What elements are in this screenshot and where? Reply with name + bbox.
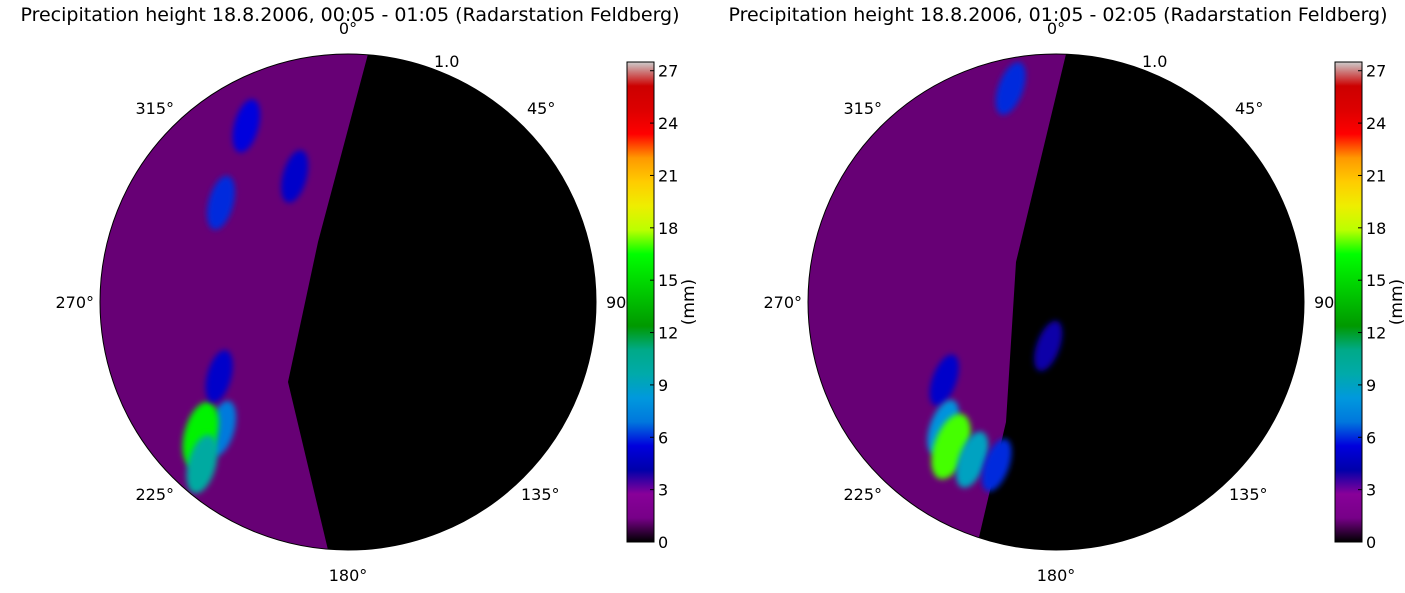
radial-tick-label: 1.0: [434, 52, 459, 71]
rain-cell: [929, 354, 959, 406]
colorbar: [626, 61, 655, 543]
colorbar-label: (mm): [679, 279, 699, 325]
colorbar-tick-label: 3: [1366, 481, 1376, 500]
angle-tick-label: 180°: [329, 566, 368, 585]
polar-chart: 0° 45° 90 135° 180° 225° 270° 315° 1.0 0 3 6 9 12 15 18…: [55, 19, 699, 585]
colorbar-label: (mm): [1387, 279, 1405, 325]
colorbar-tick-label: 18: [1366, 219, 1386, 238]
colorbar-tick-label: 3: [658, 481, 668, 500]
colorbar-tick-label: 18: [658, 219, 678, 238]
angle-tick-label: 315°: [135, 99, 174, 118]
polar-frame: [99, 53, 597, 551]
radar-field: [808, 54, 1304, 550]
angle-tick-label: 135°: [521, 485, 560, 504]
colorbar-tick-label: 21: [1366, 166, 1386, 185]
rain-cell: [981, 438, 1012, 492]
colorbar-tick-label: 6: [658, 428, 668, 447]
angle-tick-label: 315°: [843, 99, 882, 118]
colorbar-tick-label: 0: [1366, 533, 1376, 552]
chart-title: Precipitation height 18.8.2006, 00:05 - …: [20, 4, 680, 26]
colorbar-tick-label: 0: [658, 533, 668, 552]
radar-field: [100, 54, 596, 550]
colorbar-tick-label: 15: [658, 271, 678, 290]
colorbar-tick-label: 12: [658, 324, 678, 343]
angle-tick-label: 135°: [1229, 485, 1268, 504]
rain-cell: [281, 150, 309, 203]
angle-tick-label: 0°: [1047, 19, 1065, 38]
rain-cell: [232, 99, 261, 153]
angle-tick-label: 180°: [1037, 566, 1076, 585]
rain-cell: [207, 175, 235, 230]
angle-tick-label: 270°: [55, 293, 94, 312]
chart-panel-2: Precipitation height 18.8.2006, 01:05 - …: [708, 0, 1405, 593]
colorbar-tick-label: 9: [658, 376, 668, 395]
polar-frame: [807, 53, 1305, 551]
colorbar-tick-label: 24: [1366, 114, 1386, 133]
angle-tick-label: 45°: [527, 99, 555, 118]
colorbar-tick-label: 15: [1366, 271, 1386, 290]
colorbar-tick-label: 6: [1366, 428, 1376, 447]
angle-tick-label: 225°: [843, 485, 882, 504]
angle-tick-label: 90: [606, 293, 626, 312]
angle-tick-label: 45°: [1235, 99, 1263, 118]
colorbar-tick-label: 12: [1366, 324, 1386, 343]
light-rain-area: [808, 54, 1066, 550]
colorbar-tick-label: 21: [658, 166, 678, 185]
angle-tick-label: 225°: [135, 485, 174, 504]
rain-cell: [186, 434, 218, 494]
radial-tick-label: 0.8: [1140, 98, 1165, 117]
rain-cell: [995, 62, 1026, 115]
colorbar-tick-label: 9: [1366, 376, 1376, 395]
angle-tick-label: 270°: [763, 293, 802, 312]
colorbar-tick-label: 27: [1366, 62, 1386, 81]
polar-chart: 0° 45° 90 135° 180° 225° 270° 315° 1.0 0.8 0 3 6 9 12 1…: [763, 19, 1405, 585]
angle-tick-label: 90: [1314, 293, 1334, 312]
rain-cell: [955, 431, 989, 488]
radial-tick-label: 1.0: [1142, 52, 1167, 71]
chart-title: Precipitation height 18.8.2006, 01:05 - …: [728, 4, 1388, 26]
rain-cell: [205, 350, 233, 403]
angle-tick-label: 0°: [339, 19, 357, 38]
chart-panel-1: Precipitation height 18.8.2006, 00:05 - …: [20, 4, 699, 585]
colorbar-tick-label: 27: [658, 62, 678, 81]
colorbar-tick-label: 24: [658, 114, 678, 133]
rain-cell: [1034, 320, 1063, 372]
colorbar: [1334, 61, 1363, 543]
